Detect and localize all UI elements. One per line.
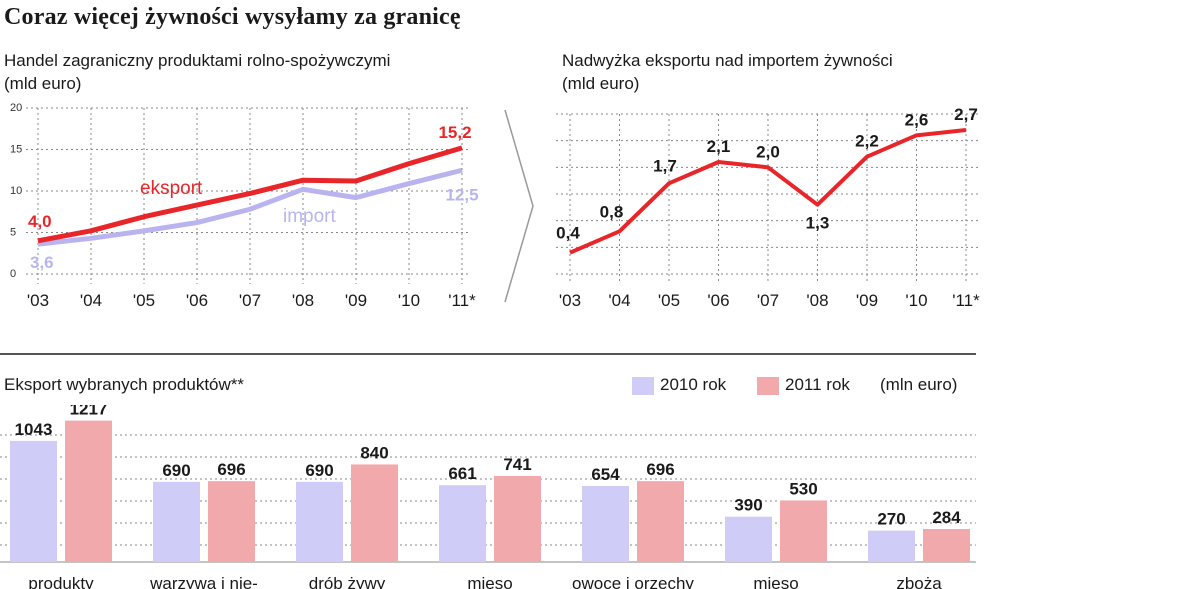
bar-2010-rok <box>439 485 486 562</box>
x-tick-label: '03 <box>559 291 581 310</box>
bar-2011-rok <box>780 500 827 562</box>
series-name-eksport: eksport <box>140 178 203 199</box>
top-charts-svg: 0 5 10 15 20 '03 '04 '05 '06 '07 '08 '09 '10 '11* 4,0 1… <box>10 102 980 310</box>
bar-2010-rok <box>10 440 57 562</box>
data-label: 2,7 <box>954 105 978 124</box>
x-tick-label: '10 <box>905 291 927 310</box>
main-title: Coraz więcej żywności wysyłamy za granic… <box>4 4 461 30</box>
series-line-eksport <box>37 145 463 244</box>
x-tick-label: '08 <box>292 291 314 310</box>
bar-value-label: 654 <box>591 465 620 484</box>
category-label: produkty <box>28 574 94 589</box>
data-label-import-last: 12,5 <box>445 185 478 204</box>
bar-2011-rok <box>494 475 541 562</box>
data-label: 2,1 <box>707 137 731 156</box>
surplus-line-chart: '03 '04 '05 '06 '07 '08 '09 '10 '11* 0,4 0,8 1,7 2,1… <box>556 105 980 310</box>
legend-2011-swatch <box>757 377 779 395</box>
x-tick-label: '07 <box>757 291 779 310</box>
data-label-eksport-last: 15,2 <box>438 123 471 142</box>
chevron-divider-icon <box>504 109 534 303</box>
bar-2010-rok <box>153 481 200 562</box>
data-label: 2,6 <box>905 110 929 129</box>
category-label: drób żywy <box>309 574 386 589</box>
x-tick-label: '06 <box>186 291 208 310</box>
category-label: owoce i orzechy <box>572 574 694 589</box>
bar-value-label: 1043 <box>15 420 53 439</box>
x-tick-label: '08 <box>806 291 828 310</box>
x-tick-label: '05 <box>133 291 155 310</box>
bar-chart-svg: 1043 1217 produkty 690 696 warzywa i nie- 690 8… <box>0 405 976 589</box>
bar-value-label: 1217 <box>70 405 108 419</box>
category-label: zboża <box>896 574 942 589</box>
bar-2011-rok <box>637 481 684 562</box>
bar-2010-rok <box>296 481 343 562</box>
series-name-import: import <box>283 206 337 227</box>
section-divider <box>0 353 976 355</box>
x-tick-label: '10 <box>398 291 420 310</box>
bar-2011-rok <box>923 529 970 562</box>
series-line-import <box>37 167 463 247</box>
data-label: 1,7 <box>653 156 677 175</box>
export-products-bar-chart: 1043 1217 produkty 690 696 warzywa i nie- 690 8… <box>0 405 976 589</box>
bar-value-label: 741 <box>503 455 531 474</box>
y-tick-label: 10 <box>10 185 22 197</box>
x-tick-label: '04 <box>608 291 630 310</box>
legend-2010-swatch <box>632 377 654 395</box>
bar-value-label: 690 <box>162 461 190 480</box>
bar-2010-rok <box>725 516 772 562</box>
bar-value-label: 284 <box>932 508 961 527</box>
category-label: mięso <box>753 574 798 589</box>
bar-value-label: 530 <box>789 479 817 498</box>
y-tick-label: 15 <box>10 144 22 156</box>
bar-value-label: 690 <box>305 461 333 480</box>
bar-2010-rok <box>582 486 629 562</box>
bar-2011-rok <box>351 464 398 562</box>
y-tick-label: 20 <box>10 102 22 114</box>
y-tick-label: 0 <box>10 268 16 280</box>
chart2-unit: (mld euro) <box>562 74 640 93</box>
data-label: 1,3 <box>806 214 830 233</box>
y-tick-label: 5 <box>10 227 16 239</box>
bar-2010-rok <box>868 530 915 562</box>
chart3-unit: (mln euro) <box>880 375 958 394</box>
data-label: 2,2 <box>855 132 879 151</box>
legend-2011-label: 2011 rok <box>785 375 850 394</box>
bar-2011-rok <box>208 481 255 562</box>
x-tick-label: '11* <box>952 291 980 310</box>
data-label: 0,4 <box>556 224 580 243</box>
bar-2011-rok <box>65 420 112 562</box>
x-tick-label: '11* <box>448 291 476 310</box>
bar-value-label: 696 <box>217 460 245 479</box>
data-label: 0,8 <box>600 202 624 221</box>
x-tick-label: '05 <box>658 291 680 310</box>
x-tick-label: '07 <box>239 291 261 310</box>
trade-line-chart: 0 5 10 15 20 '03 '04 '05 '06 '07 '08 '09 '10 '11* 4,0 1… <box>10 102 479 310</box>
chart1-title: Handel zagraniczny produktami rolno-spoż… <box>4 51 391 70</box>
x-tick-label: '09 <box>345 291 367 310</box>
category-label: mięso <box>467 574 512 589</box>
x-tick-label: '04 <box>80 291 102 310</box>
data-label: 2,0 <box>756 142 780 161</box>
bar-value-label: 661 <box>448 464 476 483</box>
bar-value-label: 390 <box>734 496 762 515</box>
chart1-unit: (mld euro) <box>4 74 82 93</box>
bar-value-label: 270 <box>877 510 905 529</box>
x-tick-label: '06 <box>707 291 729 310</box>
series-line-surplus <box>569 128 967 255</box>
x-tick-label: '03 <box>27 291 49 310</box>
x-tick-label: '09 <box>856 291 878 310</box>
legend-2010-label: 2010 rok <box>660 375 727 394</box>
data-label-import-first: 3,6 <box>30 253 54 272</box>
chart3-title: Eksport wybranych produktów** <box>4 375 245 394</box>
chart2-title: Nadwyżka eksportu nad importem żywności <box>562 51 893 70</box>
bar-value-label: 696 <box>646 460 674 479</box>
bar-value-label: 840 <box>360 443 388 462</box>
category-label: warzywa i nie- <box>149 574 258 589</box>
data-label-eksport-first: 4,0 <box>28 212 52 231</box>
